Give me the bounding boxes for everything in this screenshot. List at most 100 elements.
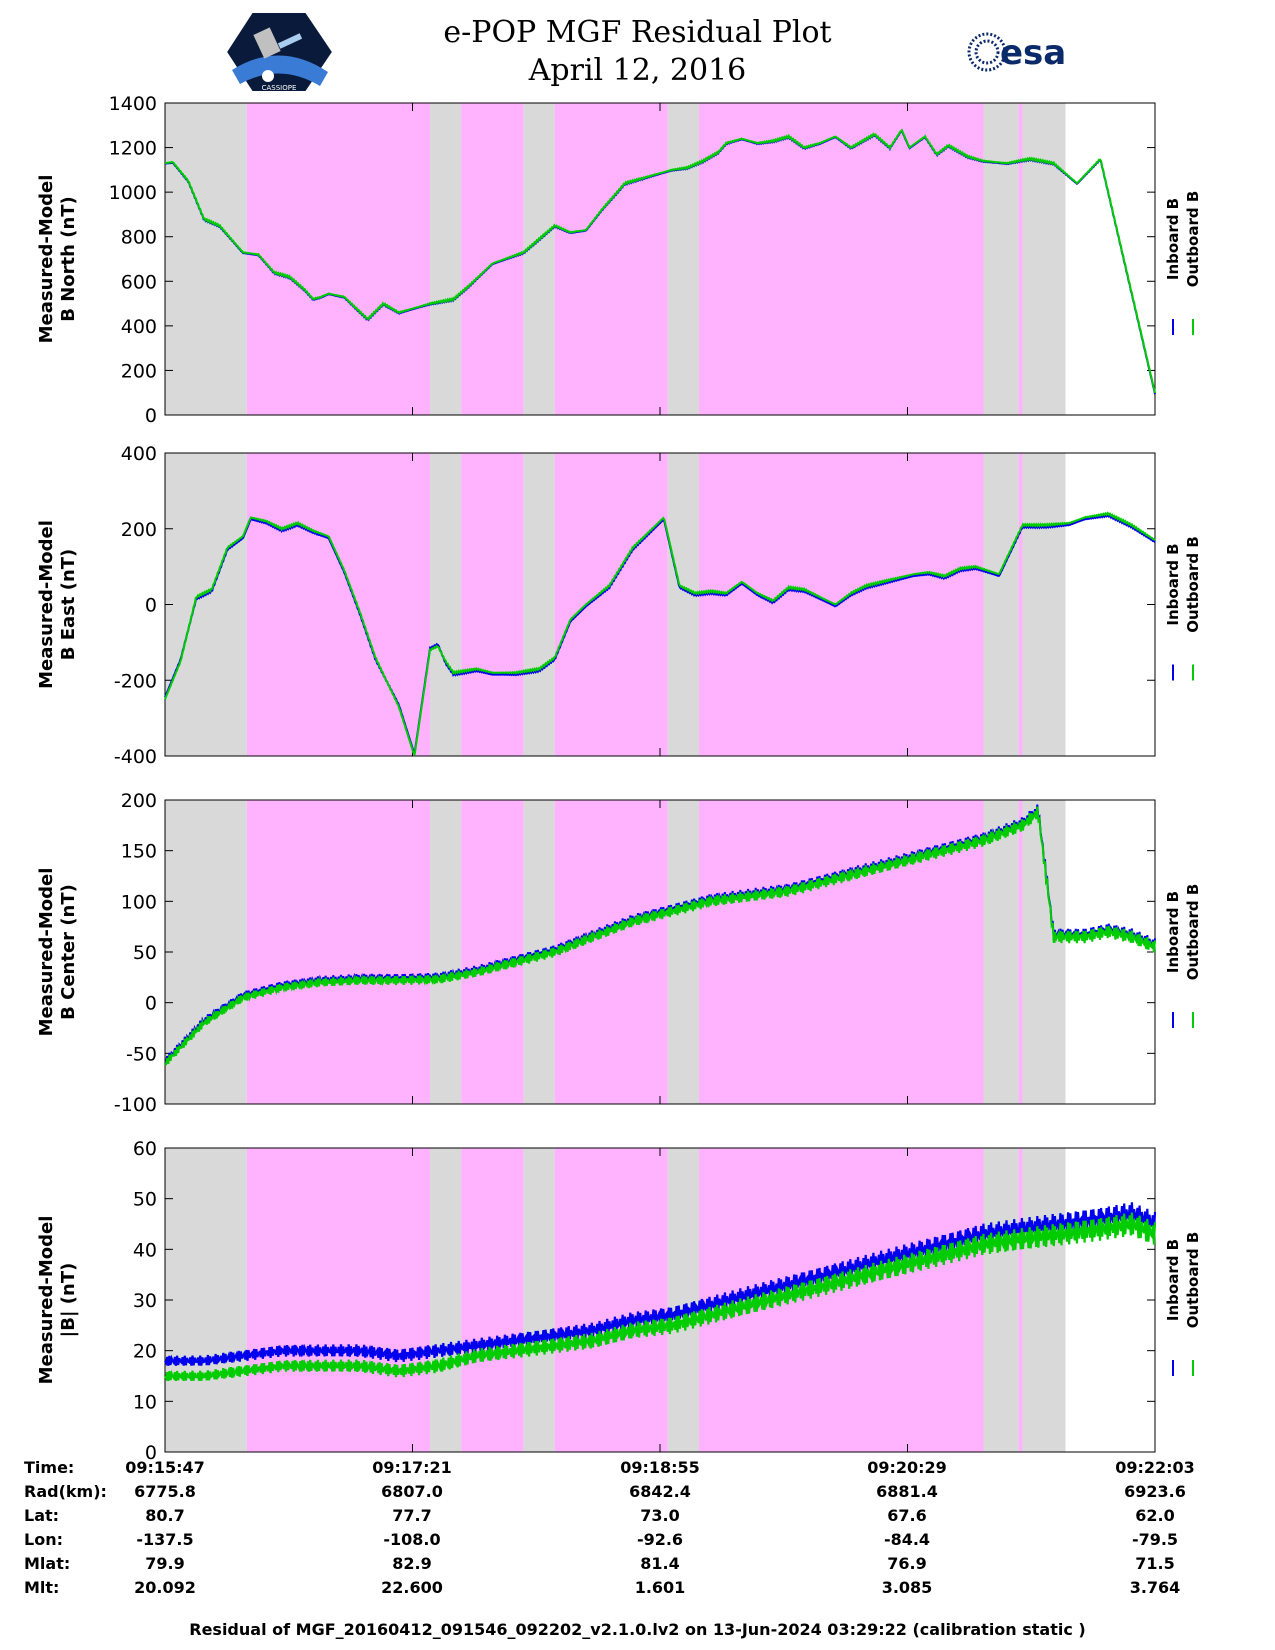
background-band-4 — [461, 1148, 524, 1452]
background-band-9 — [983, 453, 1019, 756]
background-band-9 — [983, 103, 1019, 415]
ytick-label: 400 — [121, 443, 157, 465]
info-row-label: Lat: — [24, 1506, 60, 1525]
background-band-1 — [165, 453, 247, 756]
info-cell: 73.0 — [640, 1506, 680, 1525]
background-band-7 — [667, 103, 699, 415]
legend-inboard-label: Inboard B — [1164, 891, 1182, 973]
background-band-4 — [461, 800, 524, 1104]
info-cell: 82.9 — [392, 1554, 432, 1573]
info-cell: -92.6 — [636, 1530, 684, 1549]
background-band-1 — [165, 103, 247, 415]
info-row: Mlat: 79.9 82.9 81.4 76.9 71.5 — [0, 1554, 1275, 1578]
background-band-tail — [1022, 453, 1066, 756]
info-cell: 6775.8 — [134, 1482, 196, 1501]
background-band-tail — [1022, 103, 1066, 415]
info-cell: 1.601 — [634, 1578, 686, 1597]
legend-inboard-label: Inboard B — [1164, 543, 1182, 625]
background-band-4 — [461, 453, 524, 756]
ytick-label: 0 — [145, 1442, 157, 1464]
inboard-series-line — [164, 806, 1156, 1066]
info-row-label: Rad(km): — [24, 1482, 107, 1501]
info-cell: 81.4 — [640, 1554, 680, 1573]
y-axis-label: Measured-Model — [36, 868, 57, 1037]
orbit-info-table: Time: 09:15:47 09:17:21 09:18:55 09:20:29 09:… — [0, 1458, 1275, 1608]
info-cell: 20.092 — [134, 1578, 196, 1597]
panel-4: 0 10 20 30 40 50 60 Measured-Model |B| (nT) Inboa… — [36, 1138, 1202, 1464]
info-cell: 62.0 — [1135, 1506, 1175, 1525]
ytick-label: 100 — [121, 891, 157, 913]
ytick-label: -200 — [114, 670, 157, 692]
background-band-3 — [430, 1148, 462, 1452]
info-cell: -137.5 — [136, 1530, 194, 1549]
ytick-label: 1000 — [109, 182, 157, 204]
title-line-2: April 12, 2016 — [528, 53, 747, 88]
ytick-label: 20 — [133, 1341, 157, 1363]
background-band-7 — [667, 800, 699, 1104]
background-band-tail — [1022, 1148, 1066, 1452]
background-band-9 — [983, 800, 1019, 1104]
background-band-3 — [430, 800, 462, 1104]
info-row: Time: 09:15:47 09:17:21 09:18:55 09:20:29 09:… — [0, 1458, 1275, 1482]
ytick-label: -400 — [114, 746, 157, 768]
panel-3: -100 -50 0 50 100 150 200 Measured-Model B Cente… — [36, 790, 1202, 1116]
info-cell: 79.9 — [145, 1554, 185, 1573]
ytick-label: 40 — [133, 1239, 157, 1261]
legend-outboard-label: Outboard B — [1184, 536, 1202, 633]
ytick-label: 1200 — [109, 138, 157, 160]
info-cell: -108.0 — [383, 1530, 441, 1549]
background-band-7 — [667, 1148, 699, 1452]
info-row: Lat: 80.7 77.7 73.0 67.6 62.0 — [0, 1506, 1275, 1530]
background-band-1 — [165, 800, 247, 1104]
inboard-series-line — [164, 1212, 1157, 1382]
ytick-label: 50 — [133, 942, 157, 964]
ytick-label: 150 — [121, 841, 157, 863]
info-cell: 09:17:21 — [372, 1458, 452, 1477]
info-cell: -84.4 — [883, 1530, 931, 1549]
background-band-2 — [246, 453, 431, 756]
info-cell: 3.085 — [881, 1578, 933, 1597]
background-band-5 — [523, 1148, 555, 1452]
info-cell: 09:22:03 — [1115, 1458, 1195, 1477]
info-row: Rad(km): 6775.8 6807.0 6842.4 6881.4 6923.6 — [0, 1482, 1275, 1506]
info-cell: 09:15:47 — [125, 1458, 205, 1477]
ytick-label: 200 — [121, 519, 157, 541]
background-band-2 — [246, 1148, 431, 1452]
background-band-1 — [165, 1148, 247, 1452]
inboard-series-line — [164, 128, 1156, 394]
info-cell: 67.6 — [887, 1506, 927, 1525]
info-cell: 22.600 — [381, 1578, 443, 1597]
panel-1: 0 200 400 600 800 1000 1200 1400 Measured-Model B… — [36, 93, 1202, 427]
info-cell: 71.5 — [1135, 1554, 1175, 1573]
y-axis-label: Measured-Model — [36, 175, 57, 344]
background-band-2 — [246, 103, 431, 415]
info-cell: 6807.0 — [381, 1482, 443, 1501]
ytick-label: 600 — [121, 271, 157, 293]
info-row: Lon: -137.5 -108.0 -92.6 -84.4 -79.5 — [0, 1530, 1275, 1554]
legend-inboard-label: Inboard B — [1164, 1239, 1182, 1321]
ytick-label: 50 — [133, 1189, 157, 1211]
background-band-5 — [523, 103, 555, 415]
info-cell: 6923.6 — [1124, 1482, 1186, 1501]
info-cell: 76.9 — [887, 1554, 927, 1573]
background-band-8 — [698, 800, 984, 1104]
background-band-7 — [667, 453, 699, 756]
ytick-label: 0 — [145, 993, 157, 1015]
y-axis-label-unit: B Center (nT) — [58, 884, 79, 1020]
ytick-label: -100 — [114, 1094, 157, 1116]
info-cell: 77.7 — [392, 1506, 432, 1525]
info-cell: 3.764 — [1129, 1578, 1181, 1597]
info-row-label: Mlat: — [24, 1554, 71, 1573]
ytick-label: 0 — [145, 595, 157, 617]
info-cell: 80.7 — [145, 1506, 185, 1525]
background-band-6 — [554, 800, 668, 1104]
legend-outboard-label: Outboard B — [1184, 191, 1202, 288]
background-band-4 — [461, 103, 524, 415]
background-band-8 — [698, 453, 984, 756]
ytick-label: 200 — [121, 360, 157, 382]
inboard-series-line — [164, 511, 1156, 757]
legend-outboard-label: Outboard B — [1184, 1232, 1202, 1329]
background-band-6 — [554, 1148, 668, 1452]
background-band-6 — [554, 453, 668, 756]
